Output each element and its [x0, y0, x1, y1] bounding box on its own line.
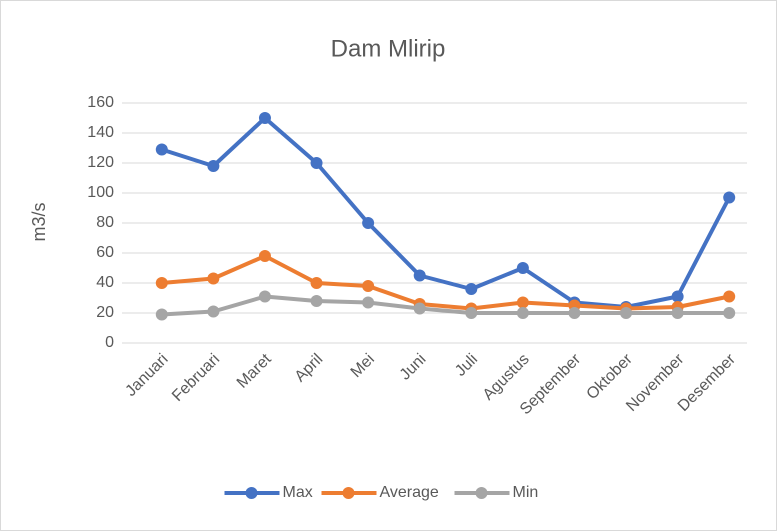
data-point	[671, 307, 684, 319]
data-point	[258, 250, 271, 262]
y-tick-label: 60	[96, 244, 114, 261]
series-line	[161, 116, 731, 309]
data-point	[258, 290, 271, 303]
data-point	[516, 262, 529, 274]
legend-label: Average	[380, 484, 439, 501]
data-point	[310, 295, 323, 307]
data-point	[413, 302, 426, 315]
data-point	[155, 277, 168, 289]
data-point	[362, 296, 375, 309]
data-point	[568, 307, 581, 319]
data-point	[465, 307, 478, 319]
data-point	[362, 280, 375, 292]
legend-label: Max	[283, 484, 313, 501]
chart-title: Dam Mlirip	[331, 35, 446, 62]
y-tick-label: 160	[87, 94, 114, 111]
y-tick-label: 100	[87, 184, 114, 201]
data-point	[723, 191, 736, 204]
data-point	[207, 305, 220, 318]
legend-label: Min	[513, 484, 539, 501]
y-axis-label: m3/s	[29, 202, 49, 241]
y-tick-label: 140	[87, 124, 114, 141]
legend-marker	[475, 487, 488, 499]
data-point	[155, 143, 168, 156]
data-point	[516, 296, 529, 309]
data-point	[671, 290, 684, 303]
data-point	[155, 308, 168, 321]
data-point	[413, 269, 426, 282]
data-point	[258, 112, 271, 124]
data-point	[310, 157, 323, 169]
y-tick-label: 80	[96, 214, 114, 231]
y-tick-label: 120	[87, 154, 114, 171]
data-point	[516, 307, 529, 319]
legend-marker	[342, 487, 355, 499]
data-point	[723, 307, 736, 319]
data-point	[620, 307, 633, 319]
data-point	[362, 217, 375, 229]
y-tick-label: 40	[96, 274, 114, 291]
series-line	[161, 294, 730, 317]
legend-marker	[245, 487, 258, 499]
data-point	[310, 277, 323, 289]
y-tick-label: 20	[96, 304, 114, 321]
data-point	[207, 272, 220, 285]
data-point	[723, 290, 736, 303]
data-point	[207, 160, 220, 172]
series-line	[161, 254, 730, 311]
data-point	[465, 283, 478, 295]
y-tick-label: 0	[105, 334, 114, 351]
